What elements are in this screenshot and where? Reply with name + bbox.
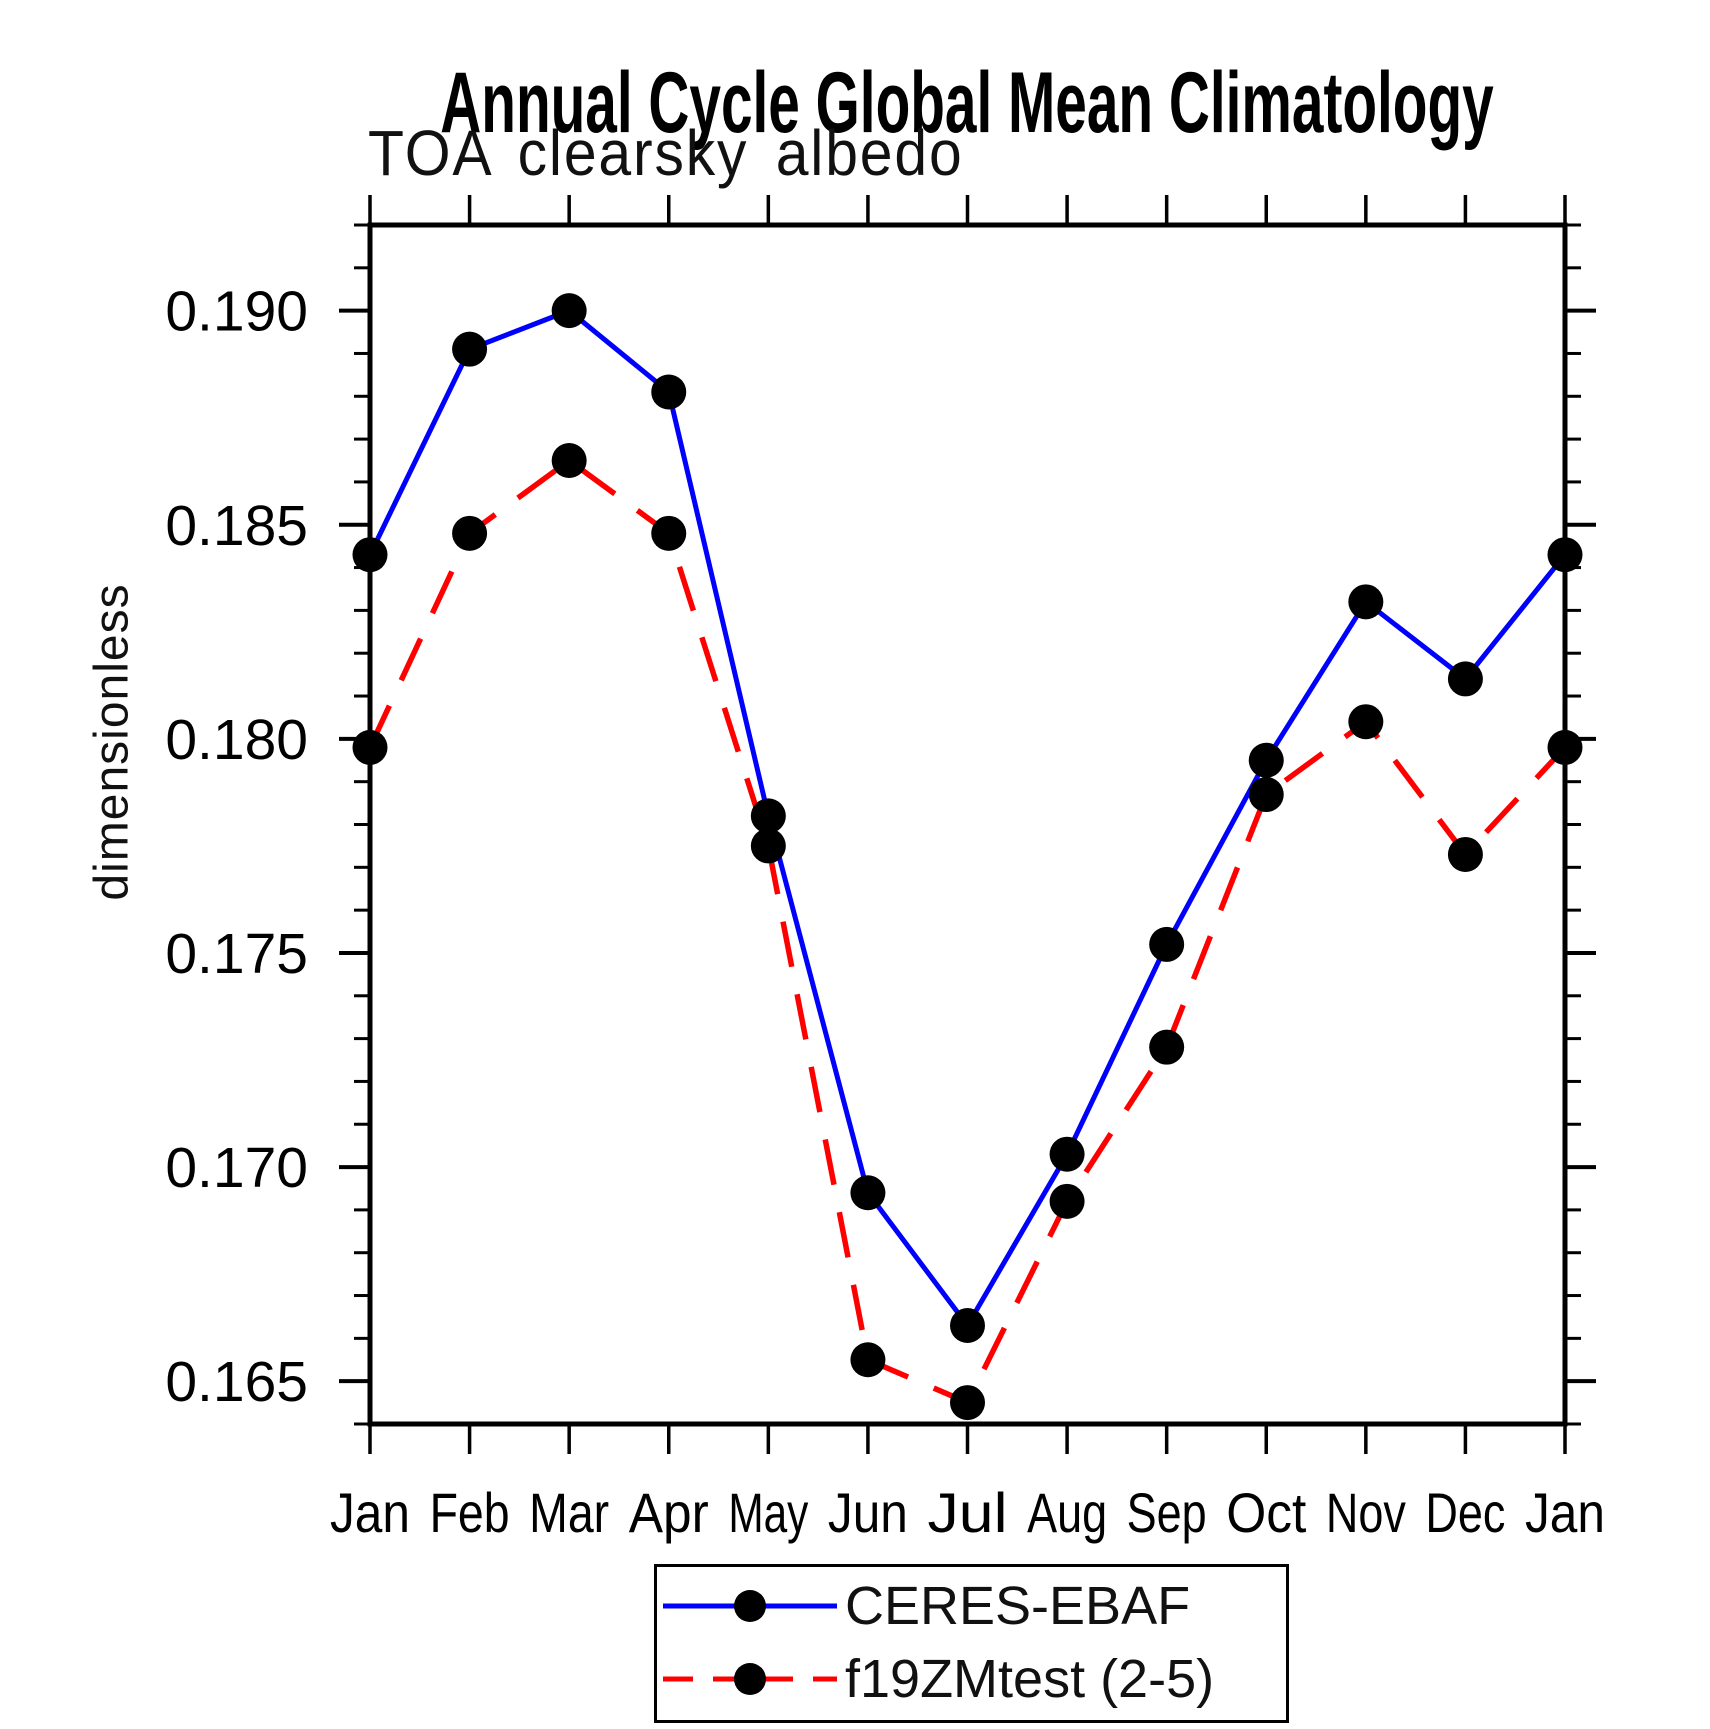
data-point-ceres-ebaf: [950, 1308, 985, 1344]
data-point-ceres-ebaf: [551, 293, 587, 329]
y-tick-label: 0.190: [165, 280, 308, 344]
legend-marker-dot-icon: [734, 1590, 766, 1622]
data-point-f19zmtest-2-5: [551, 443, 587, 479]
data-point-f19zmtest-2-5: [452, 515, 488, 551]
y-tick-label: 0.185: [165, 494, 308, 558]
data-point-f19zmtest-2-5: [1149, 1029, 1185, 1065]
data-point-f19zmtest-2-5: [950, 1385, 985, 1421]
data-point-f19zmtest-2-5: [651, 515, 687, 551]
x-tick-label: Dec: [1425, 1481, 1505, 1544]
legend-entry-ceres-ebaf: CERES-EBAF: [661, 1576, 1191, 1636]
x-tick-label: Jan: [330, 1481, 410, 1544]
data-point-ceres-ebaf: [1149, 926, 1185, 962]
data-point-f19zmtest-2-5: [850, 1342, 886, 1378]
legend-entry-f19zmtest: f19ZMtest (2-5): [661, 1649, 1215, 1709]
data-point-ceres-ebaf: [1049, 1136, 1085, 1172]
data-point-ceres-ebaf: [452, 331, 488, 367]
data-point-ceres-ebaf: [1547, 537, 1583, 573]
y-tick-label: 0.180: [165, 708, 308, 772]
data-point-ceres-ebaf: [1447, 661, 1483, 697]
data-point-ceres-ebaf: [1348, 584, 1384, 620]
data-point-f19zmtest-2-5: [750, 828, 786, 864]
x-tick-label: Nov: [1326, 1481, 1406, 1544]
x-tick-label: Aug: [1027, 1481, 1107, 1544]
y-axis-label: dimensionless: [85, 583, 139, 901]
data-point-ceres-ebaf: [850, 1175, 886, 1211]
x-tick-label: Sep: [1127, 1481, 1207, 1544]
data-point-ceres-ebaf: [651, 374, 687, 410]
data-point-ceres-ebaf: [1248, 742, 1284, 778]
x-tick-label: Jul: [928, 1481, 1008, 1544]
series-line-ceres-ebaf: [367, 308, 1567, 1329]
data-point-f19zmtest-2-5: [1248, 777, 1284, 813]
data-point-f19zmtest-2-5: [1447, 836, 1483, 872]
series-line-f19zmtest-2-5: [367, 457, 1568, 1406]
x-tick-label: Feb: [430, 1481, 510, 1544]
chart-subtitle: TOA clearsky albedo: [368, 117, 964, 189]
data-point-f19zmtest-2-5: [1348, 704, 1384, 740]
x-tick-label: May: [728, 1481, 808, 1544]
data-point-f19zmtest-2-5: [1547, 729, 1583, 765]
x-tick-label: Jan: [1525, 1481, 1605, 1544]
legend-line-sample-solid: [663, 1590, 837, 1622]
x-tick-label: Mar: [529, 1481, 609, 1544]
legend-marker-dot-icon: [734, 1663, 766, 1695]
data-point-f19zmtest-2-5: [352, 729, 388, 765]
x-tick-label: Oct: [1226, 1481, 1306, 1544]
y-tick-label: 0.175: [165, 922, 308, 986]
legend-label: CERES-EBAF: [845, 1576, 1191, 1636]
y-tick-label: 0.170: [165, 1136, 308, 1200]
y-tick-label: 0.165: [165, 1350, 308, 1414]
data-point-f19zmtest-2-5: [1049, 1183, 1085, 1219]
data-point-ceres-ebaf: [352, 537, 388, 573]
legend-label: f19ZMtest (2-5): [845, 1649, 1215, 1709]
data-point-ceres-ebaf: [750, 798, 786, 834]
x-tick-label: Jun: [828, 1481, 908, 1544]
axis-frame: [367, 222, 1568, 1427]
x-tick-label: Apr: [629, 1481, 709, 1544]
legend-line-sample-dashed: [663, 1663, 837, 1695]
chart-title: Annual Cycle Global Mean Climatology: [440, 55, 1494, 151]
legend: CERES-EBAF f19ZMtest (2-5): [654, 1564, 1289, 1723]
